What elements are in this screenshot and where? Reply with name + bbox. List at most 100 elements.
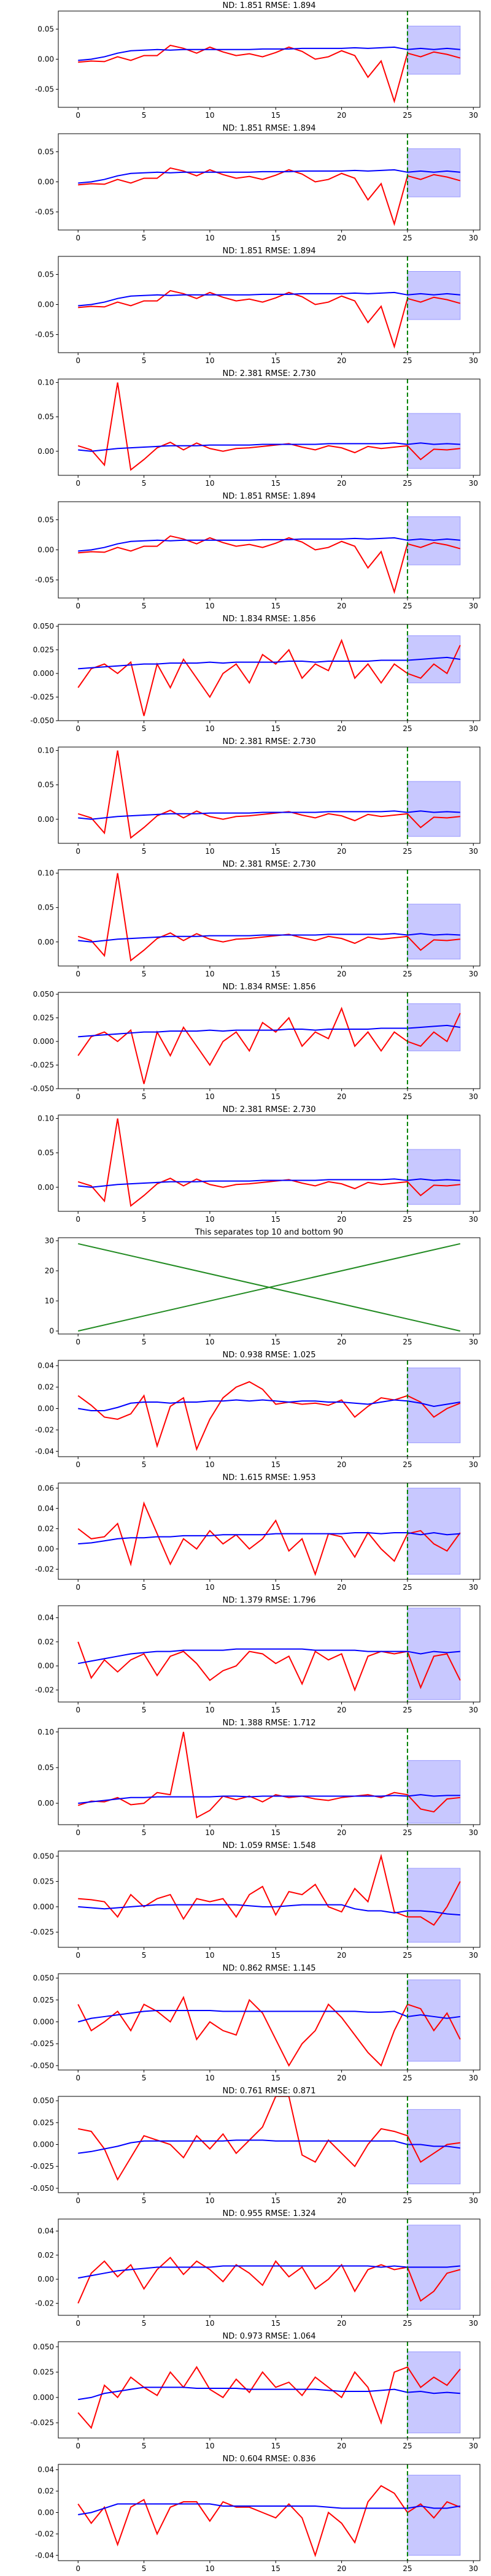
x-tick-label: 0 — [75, 1583, 80, 1592]
y-tick-label: 0.050 — [33, 990, 54, 999]
x-tick-label: 15 — [271, 1951, 280, 1960]
y-tick-label: 0.025 — [33, 1996, 54, 2004]
x-tick-label: 0 — [75, 2196, 80, 2205]
series-line-blue — [78, 442, 460, 452]
x-tick-label: 30 — [469, 2074, 478, 2082]
x-tick-label: 10 — [205, 2442, 214, 2450]
series-line-red — [77, 382, 460, 471]
x-tick-label: 15 — [271, 2196, 280, 2205]
chart-title: ND: 0.761 RMSE: 0.871 — [222, 2087, 315, 2096]
series-line-red — [77, 2256, 461, 2304]
y-tick-label: 0.02 — [37, 1638, 54, 1646]
x-tick-label: 10 — [205, 1951, 214, 1960]
x-tick-label: 20 — [337, 111, 346, 120]
chart-panel: ND: 1.059 RMSE: 1.548 0 5 10 15 20 25 30 0.050 0.… — [30, 1841, 481, 1960]
y-tick-label: 0.05 — [37, 1149, 54, 1157]
x-tick-label: 10 — [205, 479, 214, 488]
series-line-red — [77, 638, 461, 716]
y-tick-label: -0.025 — [30, 2162, 54, 2171]
plot-area — [77, 1360, 461, 1457]
x-tick-label: 10 — [205, 2319, 214, 2328]
x-tick-label: 25 — [403, 847, 412, 856]
y-tick-label: 0.04 — [37, 1614, 54, 1622]
x-tick-label: 20 — [337, 970, 346, 978]
x-tick-label: 5 — [142, 479, 147, 488]
y-tick-label: -0.05 — [35, 208, 54, 217]
y-tick-label: -0.02 — [35, 1425, 54, 1434]
chart-title: ND: 1.851 RMSE: 1.894 — [222, 124, 315, 133]
x-tick-label: 0 — [75, 2319, 80, 2328]
x-tick-label: 25 — [403, 479, 412, 488]
series-line-blue — [78, 169, 460, 184]
x-tick-label: 15 — [271, 2564, 280, 2573]
series-line-blue — [78, 46, 460, 61]
x-tick-label: 25 — [403, 2319, 412, 2328]
x-tick-label: 10 — [205, 1828, 214, 1837]
x-tick-label: 10 — [205, 1338, 214, 1346]
x-tick-label: 30 — [469, 1338, 478, 1346]
y-tick-label: 0.025 — [33, 1877, 54, 1886]
y-tick-label: 0.10 — [37, 1728, 54, 1736]
series-line-red — [78, 167, 461, 226]
x-tick-label: 5 — [142, 1583, 147, 1592]
x-tick-label: 0 — [75, 1706, 80, 1714]
x-tick-label: 15 — [271, 970, 280, 978]
chart-panel: ND: 0.973 RMSE: 1.064 0 5 10 15 20 25 30 0.050 0.… — [30, 2332, 481, 2450]
x-tick-label: 30 — [469, 479, 478, 488]
chart-title: ND: 2.381 RMSE: 2.730 — [222, 1105, 315, 1114]
series-line-blue — [78, 2265, 460, 2279]
x-tick-label: 30 — [469, 2319, 478, 2328]
chart-title: ND: 0.862 RMSE: 1.145 — [222, 1964, 315, 1973]
x-tick-label: 20 — [337, 1828, 346, 1837]
y-tick-label: 0.00 — [37, 1183, 54, 1192]
chart-panel: ND: 0.862 RMSE: 1.145 0 5 10 15 20 25 30 0.050 0.… — [30, 1964, 481, 2082]
chart-title: ND: 1.615 RMSE: 1.953 — [222, 1473, 315, 1482]
x-tick-label: 5 — [142, 1706, 147, 1714]
x-tick-label: 10 — [205, 1092, 214, 1101]
confidence-band — [407, 1760, 461, 1824]
y-tick-label: 0.05 — [37, 781, 54, 789]
x-tick-label: 20 — [337, 847, 346, 856]
x-tick-label: 25 — [403, 2074, 412, 2082]
x-tick-label: 0 — [75, 970, 80, 978]
plot-area — [78, 134, 461, 230]
x-tick-label: 30 — [469, 724, 478, 733]
x-tick-label: 15 — [271, 234, 280, 242]
y-tick-label: 10 — [45, 1297, 54, 1305]
y-tick-label: 0.050 — [33, 2096, 54, 2105]
plot-area — [78, 11, 461, 107]
axes-frame — [58, 746, 481, 844]
series-line-blue — [78, 1399, 460, 1411]
chart-panel: ND: 0.955 RMSE: 1.324 0 5 10 15 20 25 30 0.04 0.0… — [35, 2209, 481, 2328]
y-tick-label: 0.000 — [33, 1037, 54, 1046]
plot-area — [77, 747, 461, 843]
y-tick-label: 0.00 — [37, 2509, 54, 2517]
y-tick-label: 0.04 — [37, 2227, 54, 2236]
x-tick-label: 30 — [469, 2564, 478, 2573]
y-tick-label: -0.050 — [30, 2061, 54, 2070]
chart-title: ND: 0.955 RMSE: 1.324 — [222, 2209, 315, 2218]
series-line-red — [77, 1641, 461, 1692]
y-tick-label: -0.02 — [35, 2529, 54, 2538]
y-tick-label: 0.05 — [37, 25, 54, 33]
y-tick-label: 0.05 — [37, 147, 54, 156]
x-tick-label: 10 — [205, 970, 214, 978]
series-line-red — [77, 1118, 460, 1207]
x-tick-label: 25 — [403, 1828, 412, 1837]
series-line-blue — [78, 1178, 460, 1188]
chart-panel: This separates top 10 and bottom 90 0 5 10 1… — [45, 1228, 481, 1346]
chart-panel: ND: 0.761 RMSE: 0.871 0 5 10 15 20 25 30 0.050 0.… — [30, 2087, 481, 2205]
x-tick-label: 30 — [469, 234, 478, 242]
y-tick-label: 0.025 — [33, 646, 54, 654]
series-line-red — [77, 1006, 461, 1084]
plot-area — [78, 1851, 461, 1947]
confidence-band — [407, 2352, 461, 2434]
chart-panel: ND: 0.604 RMSE: 0.836 0 5 10 15 20 25 30 0.04 0.0… — [35, 2455, 481, 2573]
y-tick-label: 0.05 — [37, 903, 54, 912]
x-tick-label: 0 — [75, 1092, 80, 1101]
y-tick-label: 0.04 — [37, 2466, 54, 2474]
x-tick-label: 30 — [469, 970, 478, 978]
x-tick-label: 5 — [142, 847, 147, 856]
y-tick-label: -0.050 — [30, 1084, 54, 1093]
chart-title: ND: 1.059 RMSE: 1.548 — [222, 1841, 315, 1850]
